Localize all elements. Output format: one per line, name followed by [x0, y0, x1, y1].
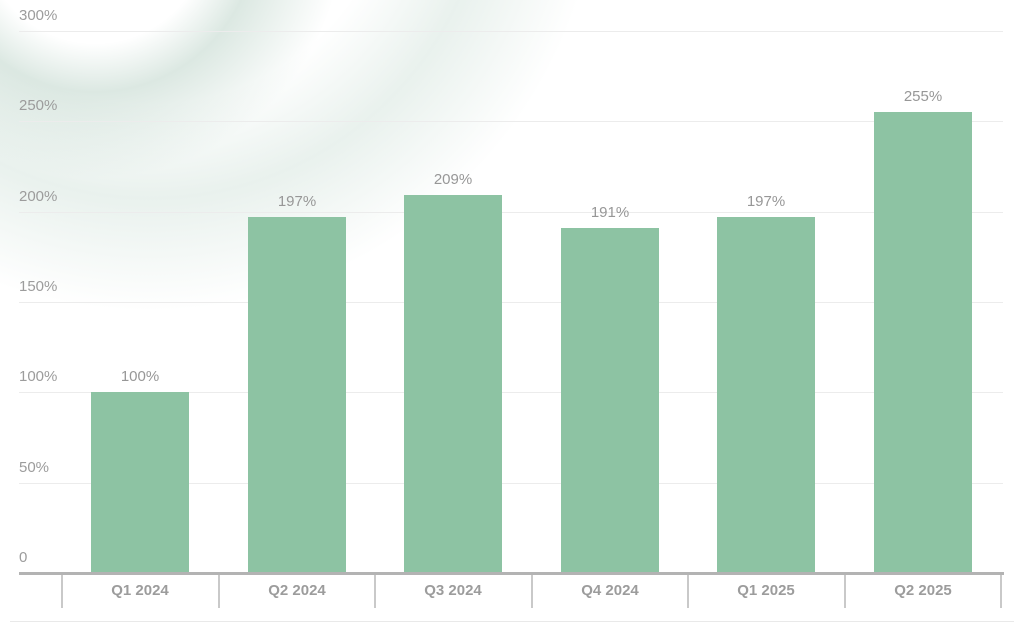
x-axis-tick-mark	[374, 575, 376, 608]
x-axis-tick-mark	[61, 575, 63, 608]
x-axis-tick-mark	[1000, 575, 1002, 608]
y-axis-tick-label: 250%	[19, 97, 58, 114]
y-axis-tick-label: 200%	[19, 188, 58, 205]
bar-value-label: 209%	[433, 171, 473, 188]
x-axis-category-label: Q1 2024	[111, 582, 169, 599]
y-axis-tick-label: 0	[19, 549, 28, 566]
x-axis-tick-mark	[218, 575, 220, 608]
gridline	[19, 392, 1003, 393]
gridline	[19, 212, 1003, 213]
bar-q2-2024[interactable]	[248, 217, 346, 573]
gridline	[19, 31, 1003, 32]
bar-q4-2024[interactable]	[561, 228, 659, 573]
bar-q2-2025[interactable]	[874, 112, 972, 573]
gridline	[19, 302, 1003, 303]
y-axis-tick-label: 300%	[19, 7, 58, 24]
bar-q1-2025[interactable]	[717, 217, 815, 573]
x-axis-tick-mark	[531, 575, 533, 608]
y-axis-tick-label: 50%	[19, 459, 50, 476]
bar-q1-2024[interactable]	[91, 392, 189, 573]
x-axis-category-label: Q4 2024	[581, 582, 639, 599]
gridline	[19, 121, 1003, 122]
bar-value-label: 100%	[120, 368, 160, 385]
x-axis-category-label: Q2 2025	[894, 582, 952, 599]
bottom-separator-line	[10, 621, 1014, 622]
gridline	[19, 483, 1003, 484]
y-axis-tick-label: 150%	[19, 278, 58, 295]
bar-q3-2024[interactable]	[404, 195, 502, 573]
x-axis-category-label: Q1 2025	[737, 582, 795, 599]
bar-value-label: 255%	[903, 88, 943, 105]
bar-value-label: 191%	[590, 204, 630, 221]
bar-value-label: 197%	[746, 193, 786, 210]
x-axis-category-label: Q2 2024	[268, 582, 326, 599]
x-axis-category-label: Q3 2024	[424, 582, 482, 599]
bar-value-label: 197%	[277, 193, 317, 210]
x-axis-tick-mark	[687, 575, 689, 608]
x-axis-line	[19, 572, 1004, 575]
y-axis-tick-label: 100%	[19, 368, 58, 385]
x-axis-tick-mark	[844, 575, 846, 608]
